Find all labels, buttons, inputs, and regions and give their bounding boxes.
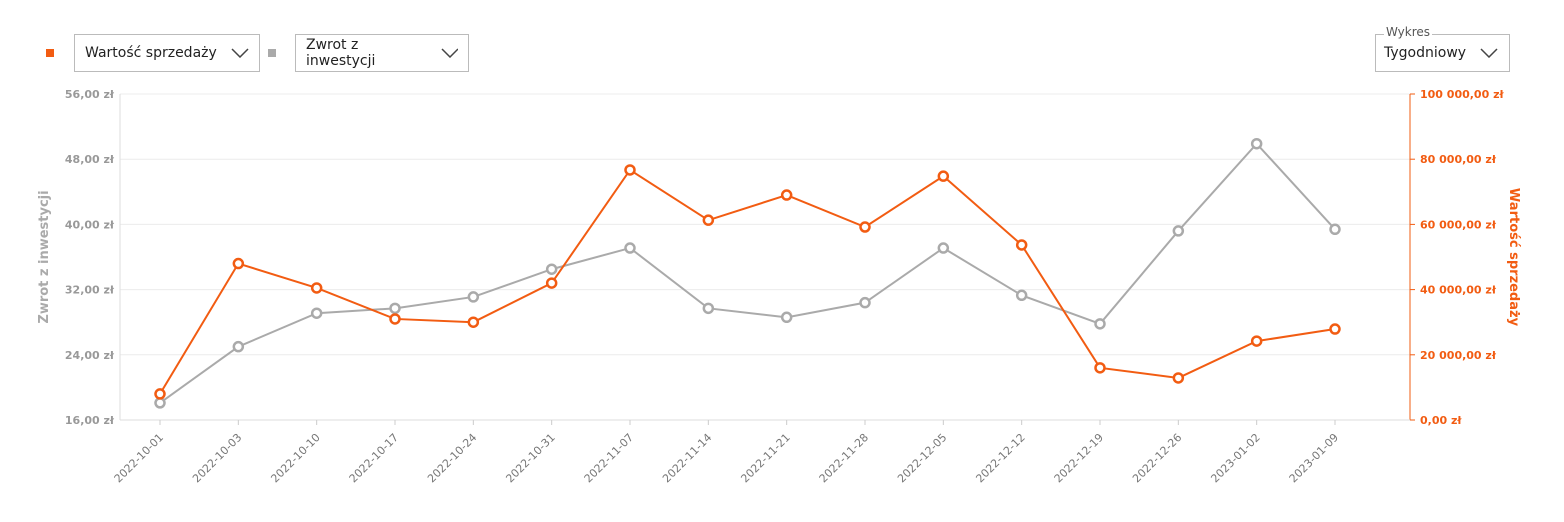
y-tick-label: 16,00 zł — [65, 414, 115, 427]
series-line — [159, 142, 1336, 404]
y-tick-label: 48,00 zł — [65, 153, 115, 166]
y2-tick-label: 20 000,00 zł — [1420, 349, 1497, 362]
point — [389, 313, 401, 325]
point — [310, 307, 323, 319]
point — [1015, 289, 1028, 302]
y-tick-label: 32,00 zł — [65, 284, 115, 297]
legend-marker — [268, 49, 276, 57]
point — [1329, 323, 1341, 335]
x-tick-label: 2022-10-10 — [268, 431, 322, 485]
point — [1250, 335, 1263, 347]
series-select[interactable]: Zwrot z inwestycji — [295, 34, 469, 72]
point — [1015, 239, 1028, 251]
x-tick-label: 2022-12-26 — [1130, 431, 1184, 485]
series-select[interactable]: Wartość sprzedaży — [74, 34, 260, 72]
point — [389, 302, 401, 315]
x-tick-label: 2022-11-21 — [738, 431, 792, 485]
point — [467, 316, 480, 328]
point — [1172, 225, 1185, 237]
y2-axis-title: Wartość sprzedaży — [1506, 188, 1521, 327]
point — [937, 170, 950, 182]
point — [859, 221, 871, 233]
point — [154, 397, 166, 409]
x-tick-label: 2022-10-24 — [425, 431, 479, 485]
point — [1250, 137, 1263, 150]
point — [1329, 223, 1341, 236]
point — [624, 164, 636, 176]
period-value: Tygodniowy — [1384, 45, 1467, 61]
y2-tick-label: 0,00 zł — [1420, 414, 1462, 427]
point — [1172, 372, 1185, 384]
y2-tick-label: 80 000,00 zł — [1420, 153, 1497, 166]
point — [780, 311, 793, 324]
point — [1094, 318, 1106, 330]
legend-label: Wartość sprzedaży — [85, 45, 217, 61]
y2-tick-label: 60 000,00 zł — [1420, 218, 1497, 231]
x-tick-label: 2022-12-19 — [1052, 431, 1106, 485]
point — [310, 282, 323, 294]
x-tick-label: 2022-10-03 — [190, 431, 244, 485]
point — [467, 291, 480, 303]
y-tick-label: 56,00 zł — [65, 88, 115, 101]
y-axis-title: Zwrot z inwestycji — [37, 190, 52, 323]
series-line — [159, 168, 1336, 395]
point — [154, 388, 166, 400]
chevron — [441, 48, 458, 58]
point — [545, 263, 558, 275]
x-tick-label: 2023-01-09 — [1287, 431, 1341, 485]
x-tick-label: 2022-12-12 — [973, 431, 1027, 485]
x-tick-label: 2022-10-17 — [347, 431, 401, 485]
point — [545, 277, 558, 289]
x-tick-label: 2022-11-14 — [660, 431, 714, 485]
point — [937, 242, 950, 254]
x-tick-label: 2022-11-07 — [582, 431, 636, 485]
point — [232, 340, 245, 353]
point — [859, 296, 871, 309]
y-tick-label: 24,00 zł — [65, 349, 115, 362]
legend-marker — [46, 49, 54, 57]
y2-tick-label: 40 000,00 zł — [1420, 284, 1497, 297]
point — [702, 214, 715, 226]
point — [702, 302, 715, 315]
legend-label: Zwrot z inwestycji — [306, 37, 376, 69]
x-tick-label: 2022-10-31 — [503, 431, 557, 485]
y-tick-label: 40,00 zł — [65, 218, 115, 231]
period-select[interactable]: Tygodniowy — [1375, 34, 1510, 72]
point — [624, 242, 636, 254]
point — [1094, 362, 1106, 374]
x-tick-label: 2022-11-28 — [817, 431, 871, 485]
x-tick-label: 2023-01-02 — [1208, 431, 1262, 485]
chevron — [231, 48, 249, 58]
y2-tick-label: 100 000,00 zł — [1420, 88, 1504, 101]
chevron — [1480, 48, 1498, 58]
x-tick-label: 2022-10-01 — [112, 431, 166, 485]
point — [232, 257, 245, 270]
point — [780, 189, 793, 201]
select-label: Wykres — [1384, 25, 1433, 39]
x-tick-label: 2022-12-05 — [895, 431, 949, 485]
